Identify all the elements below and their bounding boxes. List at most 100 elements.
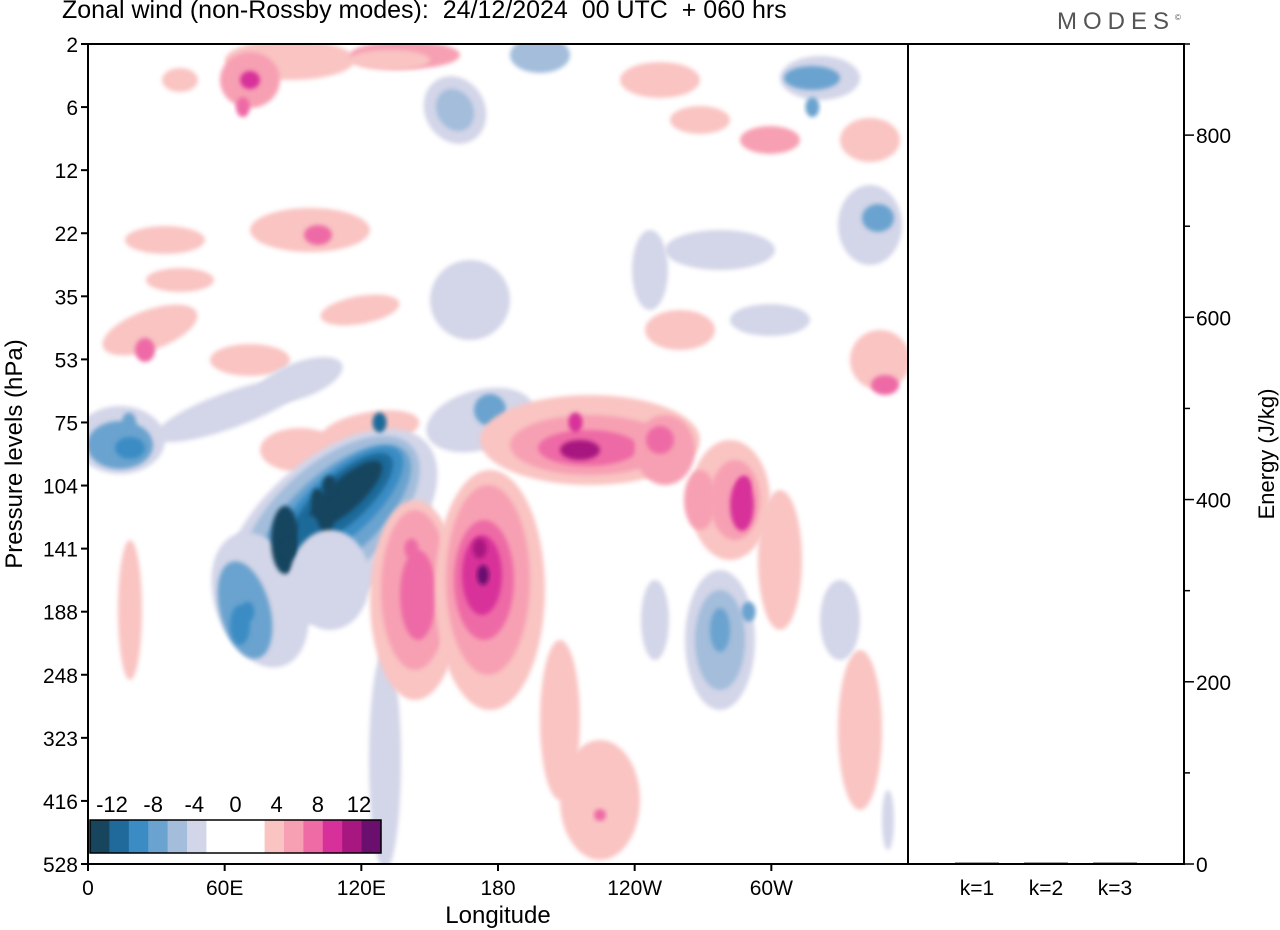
contour-region — [210, 344, 290, 376]
extremum-feature — [322, 475, 337, 496]
x-tick-label: 180 — [480, 877, 515, 900]
energy-bar — [1024, 862, 1068, 865]
contour-region — [540, 640, 580, 800]
colorbar-swatch — [361, 820, 382, 853]
contour-region — [369, 650, 401, 864]
contour-region — [684, 470, 716, 530]
colorbar-label: 8 — [312, 792, 324, 817]
contour-region — [862, 204, 894, 232]
chart-title: Zonal wind (non-Rossby modes): 24/12/202… — [62, 0, 787, 24]
colorbar-label: -8 — [143, 792, 163, 817]
y-tick-label: 53 — [55, 349, 78, 372]
y-tick-label: 416 — [43, 791, 78, 814]
energy-axes: 0 200 400 600 800 — [1184, 43, 1231, 877]
energy-tick-label: 0 — [1196, 854, 1208, 877]
contour-region — [477, 565, 489, 585]
x-tick-label: 60W — [750, 877, 793, 900]
energy-tick-label: 200 — [1196, 672, 1231, 695]
contour-region — [740, 126, 800, 154]
colorbar-swatch — [225, 820, 246, 853]
y-tick-label: 75 — [55, 412, 78, 435]
y-tick-label: 248 — [43, 665, 78, 688]
x-tick-label: 120E — [337, 877, 386, 900]
y-tick-label: 104 — [43, 476, 78, 499]
extremum-feature — [235, 97, 250, 118]
contour-region — [257, 357, 343, 403]
brand-mark: © — [1175, 13, 1181, 22]
contour-region — [102, 304, 198, 356]
colorbar-swatch — [322, 820, 343, 853]
contour-region — [125, 226, 205, 254]
colorbar-swatch — [284, 820, 304, 853]
contour-region — [641, 580, 669, 660]
extremum-feature — [805, 97, 820, 118]
contour-region — [162, 68, 198, 92]
colorbar-label: -12 — [96, 792, 128, 817]
colorbar-swatch — [109, 820, 130, 853]
energy-axis-label: Energy (J/kg) — [1254, 389, 1279, 520]
contour-region — [560, 440, 600, 460]
contour-region — [118, 540, 142, 680]
contour-region — [871, 375, 899, 395]
contour-region — [758, 490, 802, 630]
contour-region — [435, 88, 475, 132]
y-axis-label: Pressure levels (hPa) — [1, 339, 28, 568]
contour-region — [670, 106, 730, 134]
colorbar-swatch — [342, 820, 362, 853]
contour-region — [882, 790, 894, 850]
energy-category-label: k=1 — [960, 877, 994, 900]
colorbar-swatch — [245, 820, 265, 853]
energy-tick-label: 800 — [1196, 125, 1231, 148]
contour-region — [350, 50, 430, 70]
colorbar: -12 -8 -4 0 4 8 12 — [89, 792, 382, 854]
colorbar-swatch — [90, 820, 110, 853]
contour-region — [240, 71, 260, 89]
colorbar-swatch — [128, 820, 149, 853]
contour-region — [320, 294, 400, 326]
energy-bar — [955, 862, 999, 865]
contour-region — [135, 338, 155, 362]
contour-region — [400, 550, 436, 640]
extremum-feature — [281, 538, 296, 559]
energy-bar — [1093, 862, 1137, 865]
y-tick-label: 22 — [55, 223, 78, 246]
y-tick-label: 528 — [43, 854, 78, 877]
y-tick-label: 12 — [55, 160, 78, 183]
y-tick-label: 6 — [66, 97, 78, 120]
y-tick-label: 323 — [43, 728, 78, 751]
heatmap-field — [88, 44, 908, 864]
contour-region — [838, 650, 882, 810]
contour-region — [632, 230, 668, 310]
contour-region — [146, 268, 214, 292]
extremum-feature — [372, 412, 387, 433]
contour-region — [620, 62, 700, 98]
colorbar-label: 12 — [347, 792, 371, 817]
extremum-feature — [741, 601, 756, 622]
extremum-feature — [122, 412, 136, 433]
colorbar-swatch — [264, 820, 285, 853]
brand-name: MODES — [1057, 8, 1176, 35]
colorbar-swatch — [303, 820, 324, 853]
contour-region — [645, 310, 715, 350]
energy-category-label: k=3 — [1098, 877, 1132, 900]
colorbar-swatch — [187, 820, 207, 853]
colorbar-swatch — [148, 820, 168, 853]
colorbar-label: 0 — [229, 792, 241, 817]
contour-region — [594, 809, 606, 821]
contour-region — [290, 530, 370, 630]
energy-tick-label: 400 — [1196, 490, 1231, 513]
contour-region — [304, 225, 332, 245]
energy-bars: k=1 k=2 k=3 — [955, 862, 1137, 900]
contour-region — [646, 426, 674, 454]
y-tick-label: 2 — [66, 34, 78, 57]
colorbar-swatch — [167, 820, 188, 853]
y-tick-label: 35 — [55, 286, 78, 309]
contour-region — [840, 118, 900, 162]
contour-region — [710, 608, 730, 652]
energy-tick-label: 600 — [1196, 307, 1231, 330]
extremum-feature — [568, 412, 583, 433]
contour-region — [850, 330, 908, 390]
contour-region — [560, 740, 640, 860]
